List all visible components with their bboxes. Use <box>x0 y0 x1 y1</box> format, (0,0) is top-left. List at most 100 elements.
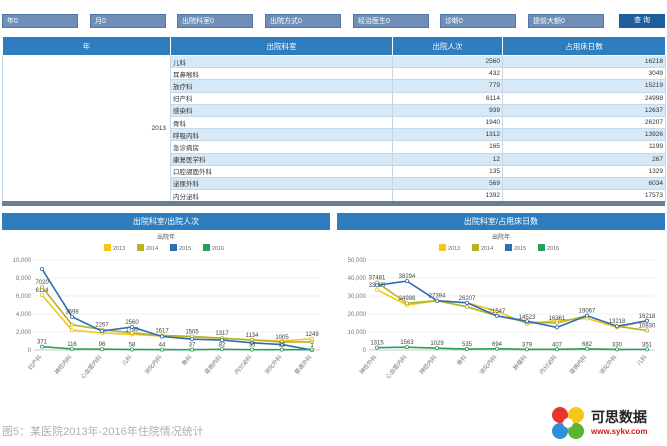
col-header-dept[interactable]: 出院科室 <box>170 36 393 56</box>
year-cell: 2013 <box>2 54 171 203</box>
data-label: 58 <box>129 342 136 348</box>
filter-doctor-select[interactable]: 经治医生0 <box>353 14 429 28</box>
filter-year-select[interactable]: 年0 <box>2 14 78 28</box>
data-label: 1617 <box>155 328 169 334</box>
x-tick-label: 消化外科 <box>597 353 618 376</box>
logo-icon <box>552 407 584 439</box>
data-label: 1315 <box>370 341 384 347</box>
legend-label: 2013 <box>113 246 125 252</box>
data-point <box>584 346 589 351</box>
data-label: 24998 <box>399 296 416 302</box>
data-label: 2267 <box>95 323 109 329</box>
series-line <box>376 346 648 351</box>
data-label: 37 <box>189 343 196 349</box>
data-label: 16218 <box>639 314 656 320</box>
watermark-logo: 可思数据 www.sykv.com <box>548 405 664 441</box>
dept-cell: 放疗科 <box>170 79 393 93</box>
visits-cell: 135 <box>392 164 503 178</box>
data-point <box>129 347 134 352</box>
visits-cell: 165 <box>392 140 503 154</box>
legend-swatch <box>439 244 446 251</box>
col-header-beds[interactable]: 占用床日数 <box>502 36 666 56</box>
filter-dept-select[interactable]: 出院科室0 <box>177 14 253 28</box>
data-label: 1317 <box>215 331 229 337</box>
data-label: 1249 <box>305 332 319 338</box>
series-line <box>41 286 312 343</box>
y-tick-label: 0 <box>28 348 32 354</box>
data-point <box>40 292 45 297</box>
watermark-url: www.sykv.com <box>591 427 648 436</box>
data-point <box>464 304 469 309</box>
data-point <box>494 309 499 314</box>
data-point <box>40 267 45 272</box>
figure-caption: 图5：某医院2013年-2016年住院情况统计 <box>2 426 204 438</box>
dept-cell: 呼吸内科 <box>170 128 393 142</box>
data-label: 682 <box>582 342 593 348</box>
filter-discharge-method-select[interactable]: 出院方式0 <box>265 14 341 28</box>
col-header-visits[interactable]: 出院人次 <box>392 36 503 56</box>
data-point <box>644 318 649 323</box>
data-label: 44 <box>159 343 166 349</box>
data-label: 535 <box>462 342 473 348</box>
data-point <box>309 339 314 344</box>
filter-month-select[interactable]: 月0 <box>90 14 166 28</box>
data-point <box>70 322 75 327</box>
data-label: 82 <box>219 342 226 348</box>
data-label: 21547 <box>489 309 506 315</box>
data-point <box>644 347 649 352</box>
data-point <box>375 287 380 292</box>
section-divider <box>2 201 665 206</box>
visits-cell: 1940 <box>392 115 503 130</box>
legend-swatch <box>137 244 144 251</box>
data-point <box>100 329 105 334</box>
table-row: 骨科 1940 26207 <box>3 115 666 130</box>
dept-cell: 内分泌科 <box>170 189 393 203</box>
y-tick-label: 20,000 <box>348 312 367 318</box>
beds-cell: 267 <box>502 152 666 166</box>
data-label: 1134 <box>246 333 260 339</box>
data-point <box>129 330 134 335</box>
dept-cell: 耳鼻喉科 <box>170 67 393 81</box>
series-line <box>376 289 648 329</box>
data-label: 379 <box>522 342 533 348</box>
query-button[interactable]: 查 询 <box>619 14 665 28</box>
filter-large-amount-select[interactable]: 提前大额0 <box>528 14 604 28</box>
legend-label: 2014 <box>146 246 158 252</box>
dept-cell: 骨科 <box>170 115 393 130</box>
data-label: 1740 <box>125 327 139 333</box>
series-line <box>41 268 313 351</box>
inpatient-table: 年 出院科室 出院人次 占用床日数 2013 儿科 2560 16218 耳鼻喉科 432… <box>2 36 666 203</box>
x-tick-label: 儿科 <box>635 353 649 367</box>
data-label: 7020 <box>35 280 49 286</box>
data-point <box>249 347 254 352</box>
data-label: 2560 <box>125 320 139 326</box>
beds-cell: 26207 <box>502 115 666 130</box>
data-point <box>435 346 440 351</box>
data-point <box>405 345 410 350</box>
data-point <box>249 340 254 345</box>
col-header-year[interactable]: 年 <box>2 36 171 56</box>
beds-cell: 16218 <box>502 54 666 69</box>
x-tick-label: 肿瘤科 <box>511 353 528 372</box>
data-label: 10830 <box>639 324 656 330</box>
data-point <box>279 342 284 347</box>
beds-cell: 6034 <box>502 176 666 191</box>
dept-cell: 泌尿外科 <box>170 176 393 191</box>
x-tick-label: 妇产科 <box>26 353 43 372</box>
data-point <box>159 334 164 339</box>
visits-cell: 779 <box>392 79 503 93</box>
data-label: 3698 <box>65 310 79 316</box>
visits-cell: 12 <box>392 152 503 166</box>
filter-diagnosis-select[interactable]: 诊断0 <box>440 14 516 28</box>
beds-cell: 15219 <box>502 79 666 93</box>
legend-label: 2016 <box>212 246 224 252</box>
data-label: 35 <box>279 343 286 349</box>
legend-label: 2014 <box>481 246 493 252</box>
data-label: 371 <box>37 340 48 346</box>
beds-cell: 3049 <box>502 67 666 81</box>
data-point <box>219 347 224 352</box>
data-point <box>435 298 440 303</box>
series-line <box>41 345 312 351</box>
data-point <box>405 279 410 284</box>
y-tick-label: 10,000 <box>348 330 367 336</box>
